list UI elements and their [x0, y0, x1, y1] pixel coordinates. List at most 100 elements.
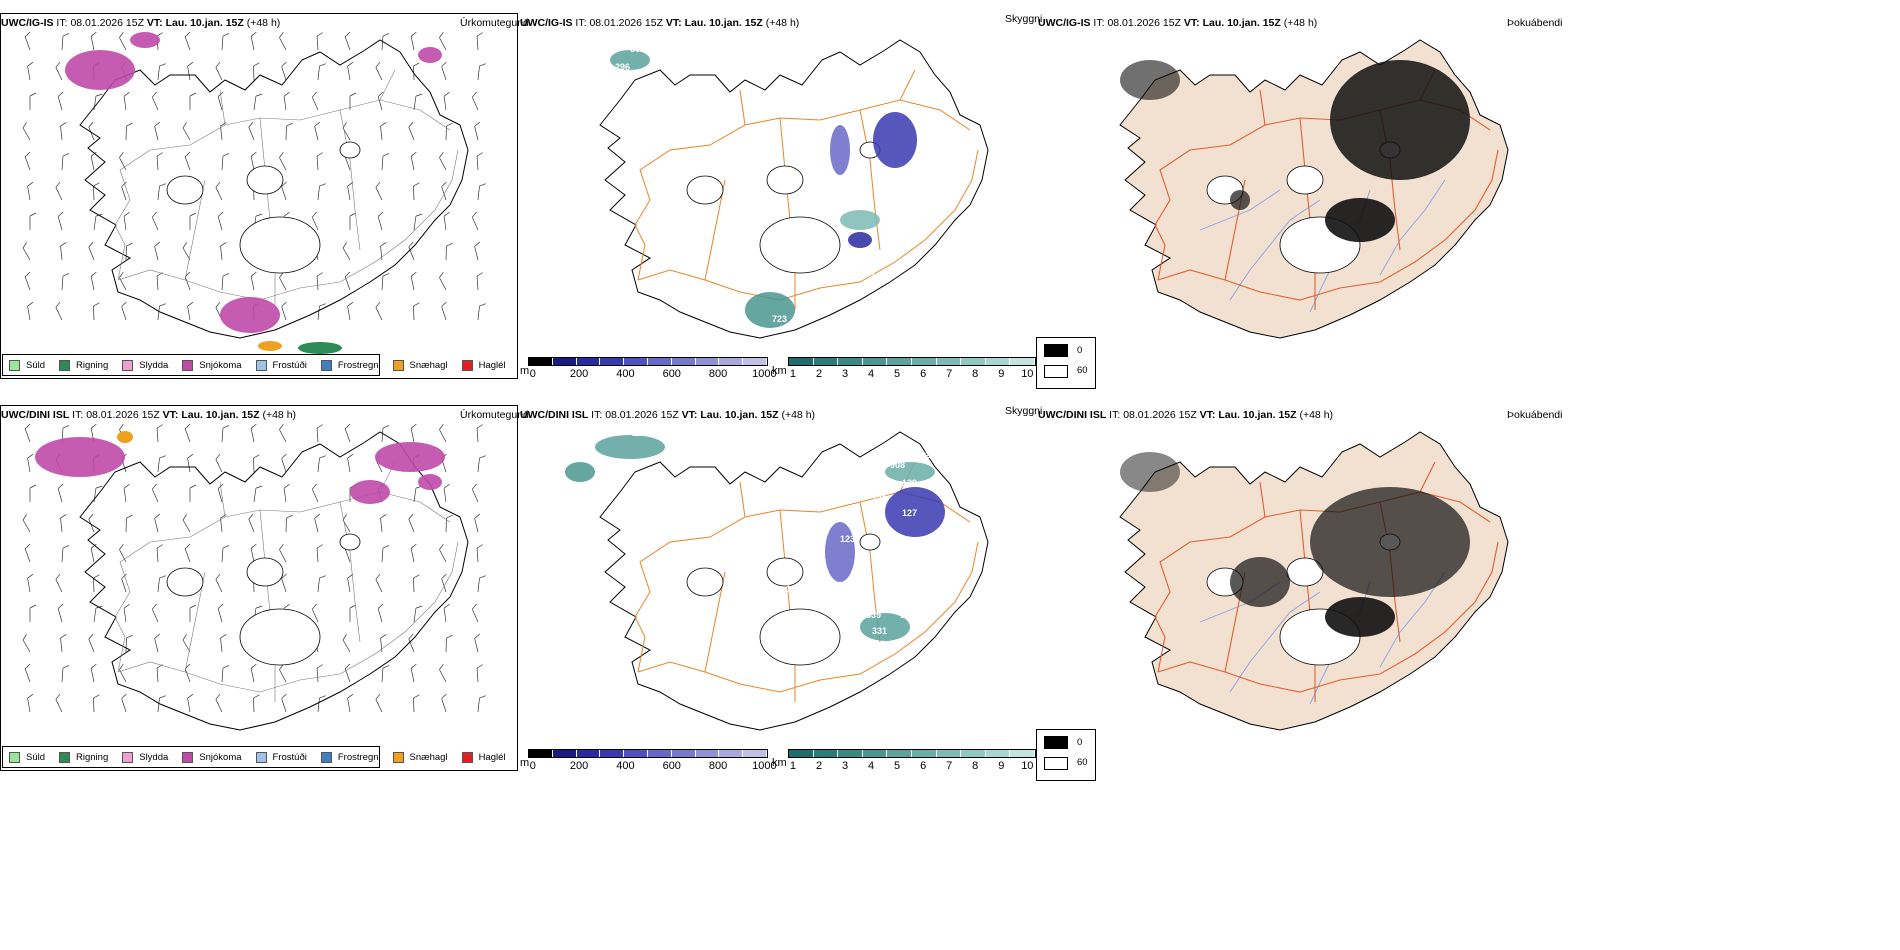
wind-barb — [184, 423, 191, 443]
wind-barb-shaft — [476, 668, 479, 683]
wind-barb-shaft — [27, 458, 31, 473]
wind-barb-flag — [250, 543, 257, 549]
wind-barb-flag — [286, 514, 293, 519]
visibility-value-label: 139 — [902, 478, 917, 488]
wind-barb-shaft — [215, 187, 223, 201]
precip-area-snow — [220, 297, 280, 333]
wind-barb-shaft — [317, 66, 320, 81]
wind-barb — [281, 693, 287, 713]
vt-value: Lau. 10.jan. 15Z — [1202, 17, 1281, 29]
wind-barb-shaft — [221, 548, 224, 563]
wind-barb-flag — [24, 271, 31, 278]
visibility-value-label: 301 — [630, 44, 645, 54]
wind-barb — [60, 634, 67, 653]
fog-index-area — [1325, 597, 1395, 637]
vt-value: Lau. 10.jan. 15Z — [684, 17, 763, 29]
fog-label-dense: 0 — [1077, 737, 1083, 748]
fog-swatch-dense — [1044, 736, 1068, 749]
wind-barb-flag — [413, 182, 420, 187]
wind-barb-flag — [342, 242, 347, 249]
it-label: IT: — [1109, 409, 1121, 421]
road — [117, 149, 459, 301]
wind-barb — [250, 543, 257, 563]
wind-barb — [317, 183, 326, 201]
wind-barb-flag — [286, 122, 293, 127]
wind-barb-flag — [57, 483, 64, 489]
wind-barb — [154, 513, 160, 533]
wind-barb-flag — [57, 211, 64, 217]
colorbar-segment — [936, 750, 962, 757]
wind-barb-flag — [375, 693, 381, 700]
wind-barb — [347, 181, 354, 201]
wind-barb-flag — [279, 151, 284, 158]
visibility-value-label: 723 — [772, 314, 787, 324]
wind-barb — [347, 573, 354, 593]
road — [1419, 461, 1436, 493]
wind-barb — [342, 122, 351, 141]
wind-barb-flag — [215, 573, 221, 580]
road — [184, 571, 206, 673]
wind-barb — [55, 61, 63, 81]
wind-barb — [441, 181, 447, 201]
wind-barb-shaft — [347, 698, 351, 713]
wind-barb — [156, 424, 163, 443]
wind-barb — [408, 241, 415, 261]
wind-barb-shaft — [474, 126, 479, 141]
wind-barb-flag — [474, 513, 480, 519]
wind-barb-flag — [27, 61, 34, 67]
wind-barb-flag — [281, 453, 287, 459]
wind-barb-shaft — [60, 246, 63, 261]
wind-barb-shaft — [154, 518, 159, 533]
wind-barb — [253, 454, 260, 473]
wind-barb-shaft — [88, 126, 95, 141]
wind-barb-flag — [182, 634, 187, 641]
wind-barb-shaft — [311, 217, 319, 231]
wind-barb — [61, 665, 70, 683]
wind-barb-shaft — [281, 306, 287, 321]
wind-barb-shaft — [279, 157, 287, 171]
colorbar-tick-label: 5 — [894, 760, 901, 772]
wind-barb-shaft — [55, 699, 63, 713]
wind-barb — [285, 514, 293, 533]
wind-barb — [311, 211, 319, 231]
vis-colorbar-km-bottom: 1 2 3 4 5 6 7 8 9 10 — [788, 749, 1036, 772]
wind-barb-shaft — [279, 37, 287, 51]
wind-barb-shaft — [311, 609, 319, 623]
precip-legend-item: Snjókoma — [182, 751, 242, 763]
precip-legend-label: Frostregn — [337, 359, 379, 371]
wind-barb-flag — [446, 122, 453, 127]
wind-barb-flag — [479, 695, 486, 699]
wind-barb-flag — [439, 31, 444, 38]
wind-barb-shaft — [439, 669, 447, 683]
wind-barb-shaft — [250, 156, 255, 171]
wind-barb-shaft — [477, 458, 480, 473]
wind-barb-flag — [182, 122, 187, 129]
wind-barb-flag — [29, 92, 37, 97]
wind-barb-flag — [443, 212, 450, 217]
precip-legend-item: Frostúði — [255, 751, 307, 763]
wind-barb-flag — [184, 423, 191, 430]
wind-barb-shaft — [55, 67, 63, 81]
wind-barb — [151, 211, 159, 231]
wind-barb-shaft — [347, 458, 351, 473]
wind-barb-shaft — [184, 428, 191, 443]
wind-barb-flag — [121, 301, 127, 307]
wind-barb-flag — [119, 543, 124, 550]
wind-barb-flag — [215, 181, 221, 188]
colorbar-tick-label: 0 — [529, 760, 536, 772]
it-label: IT: — [56, 17, 68, 29]
wind-barb — [121, 181, 127, 201]
wind-barb-flag — [24, 663, 31, 670]
road — [1259, 481, 1266, 518]
wind-barb-flag — [319, 63, 326, 67]
iceland-outline — [599, 39, 989, 339]
wind-barb-flag — [255, 605, 263, 609]
fog-index-area — [1120, 452, 1180, 492]
fog-index-area — [1230, 190, 1250, 210]
wind-barb-flag — [476, 424, 483, 429]
wind-barb-shaft — [119, 157, 127, 171]
wind-barb-shaft — [439, 37, 447, 51]
precip-type-panel-bottom — [0, 405, 518, 771]
wind-barb — [29, 92, 37, 110]
precip-legend-label: Snjókoma — [199, 359, 242, 371]
